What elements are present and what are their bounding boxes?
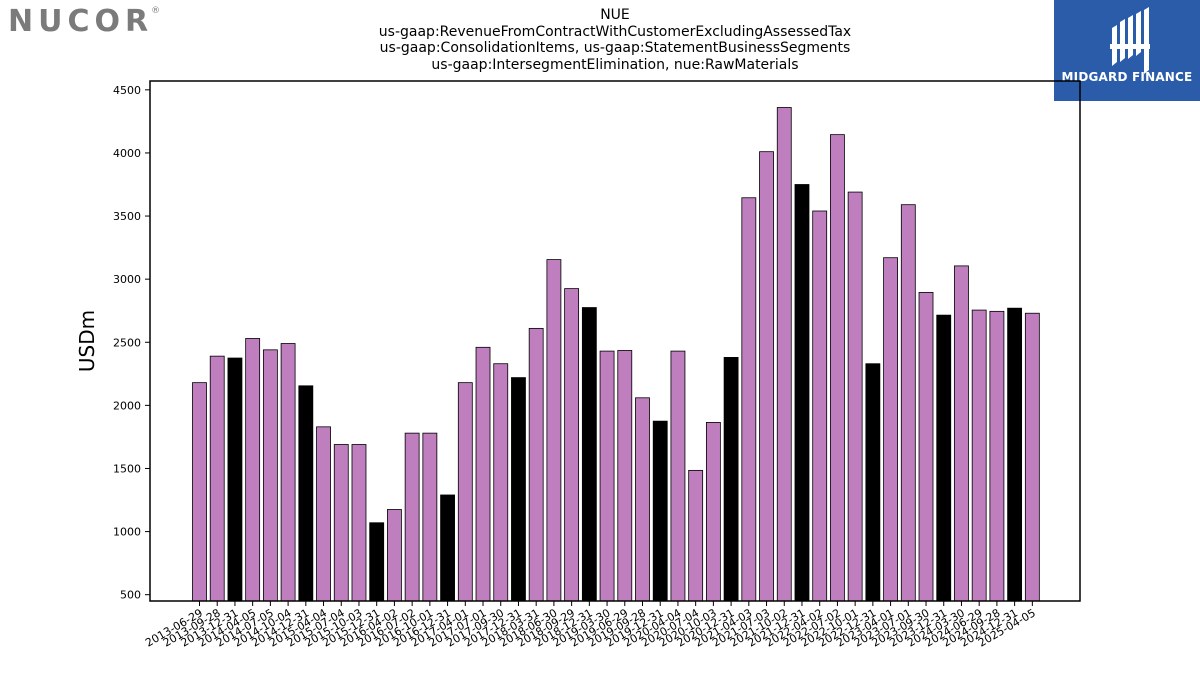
title-line-3: us-gaap:ConsolidationItems, us-gaap:Stat… (379, 40, 851, 56)
bar-2013-12-31 (227, 357, 243, 602)
bar-2025-04-05 (1024, 312, 1040, 602)
y-tick-label: 3500 (113, 210, 141, 223)
y-tick-label: 1000 (113, 526, 141, 539)
bar-2022-04-02 (812, 210, 828, 602)
y-tick-label: 500 (120, 589, 141, 602)
title-line-4: us-gaap:IntersegmentElimination, nue:Raw… (431, 56, 799, 73)
bar-2021-07-03 (759, 151, 774, 602)
x-axis: 2013-06-292013-09-282013-12-312014-04-05… (143, 601, 1038, 650)
bar-2016-04-02 (387, 509, 402, 602)
bar-2014-04-05 (245, 338, 261, 602)
midgard-logo-icon (1110, 7, 1150, 74)
bar-2023-04-01 (883, 257, 898, 602)
y-tick-label: 1500 (113, 462, 141, 475)
bar-2020-07-04 (688, 469, 704, 602)
bar-2021-12-31 (794, 184, 810, 602)
bar-2023-07-01 (900, 204, 916, 602)
registered-mark: ® (151, 6, 161, 16)
bar-2018-09-29 (564, 288, 580, 602)
bar-2015-12-31 (369, 522, 385, 602)
bar-2018-03-31 (528, 327, 544, 602)
bars-group (192, 107, 1040, 602)
midgard-finance-badge: MIDGARD FINANCE (1054, 0, 1200, 101)
bar-2019-12-31 (652, 420, 668, 602)
bar-2013-06-29 (192, 382, 207, 602)
bar-2019-09-28 (635, 397, 650, 602)
bar-2021-04-03 (741, 197, 757, 602)
y-axis-label: USDm (75, 310, 99, 372)
bar-2017-12-31 (511, 377, 526, 602)
bar-2016-12-31 (440, 494, 455, 602)
bar-2015-10-03 (351, 444, 367, 602)
y-tick-label: 3000 (113, 273, 141, 286)
title-line-2: us-gaap:RevenueFromContractWithCustomerE… (378, 23, 852, 40)
y-tick-label: 4500 (113, 84, 141, 97)
nucor-logo: NUCOR® (8, 4, 162, 39)
title-line-1: NUE (600, 7, 630, 23)
bar-2021-10-02 (776, 107, 792, 602)
bar-2017-04-01 (457, 382, 473, 602)
bar-2020-10-03 (705, 422, 721, 602)
bar-2024-03-30 (954, 265, 969, 602)
y-tick-label: 4000 (113, 147, 141, 160)
bar-2018-06-30 (546, 259, 562, 602)
y-tick-label: 2500 (113, 336, 141, 349)
bar-2014-12-31 (298, 385, 314, 602)
brand-name: NUCOR (8, 4, 154, 39)
bar-2013-09-28 (209, 355, 225, 602)
bar-2022-07-02 (830, 134, 845, 602)
bar-2016-10-01 (422, 432, 438, 602)
bar-2015-04-04 (316, 426, 331, 602)
plot-frame (149, 80, 1081, 602)
bar-2020-12-31 (723, 357, 739, 602)
bar-2014-10-04 (280, 343, 296, 602)
y-tick-label: 2000 (113, 399, 141, 412)
bar-2022-10-01 (847, 191, 863, 602)
bar-2019-03-30 (599, 350, 615, 602)
bar-2024-09-28 (989, 310, 1005, 602)
bar-2023-09-30 (918, 292, 934, 602)
bar-2018-12-31 (581, 307, 597, 602)
chart-title: NUE us-gaap:RevenueFromContractWithCusto… (330, 7, 900, 73)
bar-2015-07-04 (333, 444, 349, 602)
bar-2019-06-29 (617, 350, 633, 602)
y-axis: 500 1000 1500 2000 2500 3000 3500 4000 4500 (113, 84, 150, 602)
bar-2016-07-02 (404, 432, 420, 602)
bar-2022-12-31 (865, 363, 881, 602)
bar-2017-09-30 (493, 363, 509, 602)
bar-2014-07-05 (262, 349, 278, 602)
bar-2020-04-04 (670, 350, 686, 602)
bar-2024-06-29 (971, 309, 987, 602)
bar-2017-07-01 (475, 346, 491, 602)
badge-text: MIDGARD FINANCE (1061, 70, 1193, 84)
bar-2024-12-31 (1007, 307, 1023, 602)
bar-2023-12-31 (936, 314, 952, 602)
